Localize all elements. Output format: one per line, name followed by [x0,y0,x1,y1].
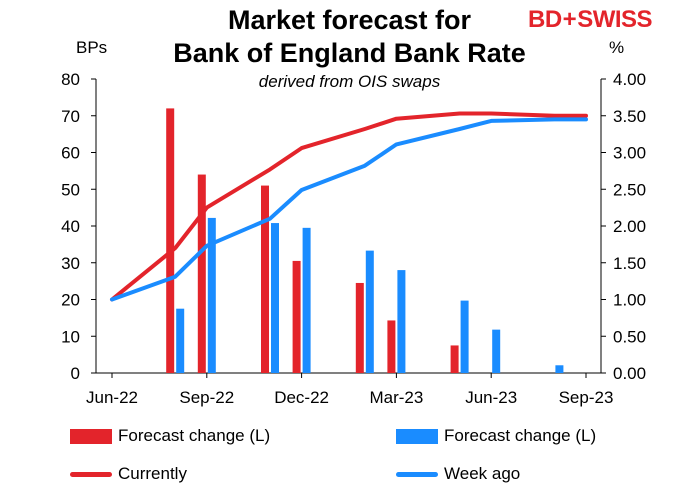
lines-group [110,111,588,302]
left-tick-label: 70 [61,107,80,126]
legend-swatch-red-line [70,471,112,477]
right-tick-label: 1.50 [613,254,646,273]
x-tick-label: Jun-22 [86,388,138,407]
left-tick-label: 10 [61,327,80,346]
line-week-ago [110,117,588,302]
legend-label: Forecast change (L) [444,426,597,445]
logo-text-bd: BD [528,6,562,33]
right-tick-label: 3.00 [613,144,646,163]
bdswiss-logo: BD+SWISS [528,6,653,34]
legend-label: Forecast change (L) [118,426,271,445]
bar-red-forecast-change [292,260,301,373]
logo-text-swiss: SWISS [577,6,653,33]
legend-label: Week ago [444,464,521,483]
left-axis-unit: BPs [76,38,108,57]
x-tick-label: Sep-22 [179,388,234,407]
bar-red-forecast-change [355,282,364,373]
x-tick-label: Dec-22 [274,388,329,407]
left-tick-label: 20 [61,291,80,310]
chart-title-line-1: Market forecast for [227,5,472,35]
bar-blue-forecast-change [365,250,374,373]
left-tick-label: 80 [61,70,80,89]
legend-item-currently: Currently [70,464,187,484]
line-currently [110,111,588,302]
bar-blue-forecast-change [302,227,311,373]
right-tick-label: 1.00 [613,291,646,310]
bar-blue-forecast-change [492,329,501,373]
bar-red-forecast-change [387,320,396,373]
bar-red-forecast-change [166,108,175,374]
legend-label: Currently [118,464,187,483]
left-tick-label: 30 [61,254,80,273]
bar-blue-forecast-change [397,270,406,373]
right-tick-label: 2.00 [613,217,646,236]
right-axis-unit: % [609,38,625,57]
x-tick-label: Mar-23 [369,388,423,407]
legend-swatch-blue-bar [396,428,438,444]
bar-blue-forecast-change [555,365,564,373]
bar-blue-forecast-change [176,308,185,373]
bar-red-forecast-change [450,345,459,373]
left-tick-label: 40 [61,217,80,236]
bar-red-forecast-change [261,185,269,373]
bars-group [166,108,564,374]
chart-title-line-2: Bank of England Bank Rate [173,38,526,68]
axes-group [91,78,606,378]
legend-item-week-ago: Week ago [396,464,520,484]
x-tick-label: Sep-23 [559,388,614,407]
legend-swatch-red-bar [70,428,112,444]
bar-blue-forecast-change [271,223,279,373]
right-tick-label: 0.50 [613,327,646,346]
legend-swatch-blue-line [396,471,438,477]
left-tick-label: 50 [61,180,80,199]
right-tick-label: 2.50 [613,180,646,199]
bar-red-forecast-change [197,174,206,373]
logo-plus-icon: + [562,6,577,33]
tick-labels-group: 0 10 20 30 40 50 60 70 80 0.00 0.50 1.00 1.50 2.00 2.5… [61,70,646,407]
bar-blue-forecast-change [207,217,216,373]
left-tick-label: 60 [61,144,80,163]
legend-item-red-bars: Forecast change (L) [70,426,270,446]
legend-item-blue-bars: Forecast change (L) [396,426,596,446]
x-tick-label: Jun-23 [465,388,517,407]
bar-blue-forecast-change [460,300,469,373]
right-tick-label: 4.00 [613,70,646,89]
left-tick-label: 0 [71,364,80,383]
chart-subtitle: derived from OIS swaps [258,72,441,91]
right-tick-label: 0.00 [613,364,646,383]
right-tick-label: 3.50 [613,107,646,126]
